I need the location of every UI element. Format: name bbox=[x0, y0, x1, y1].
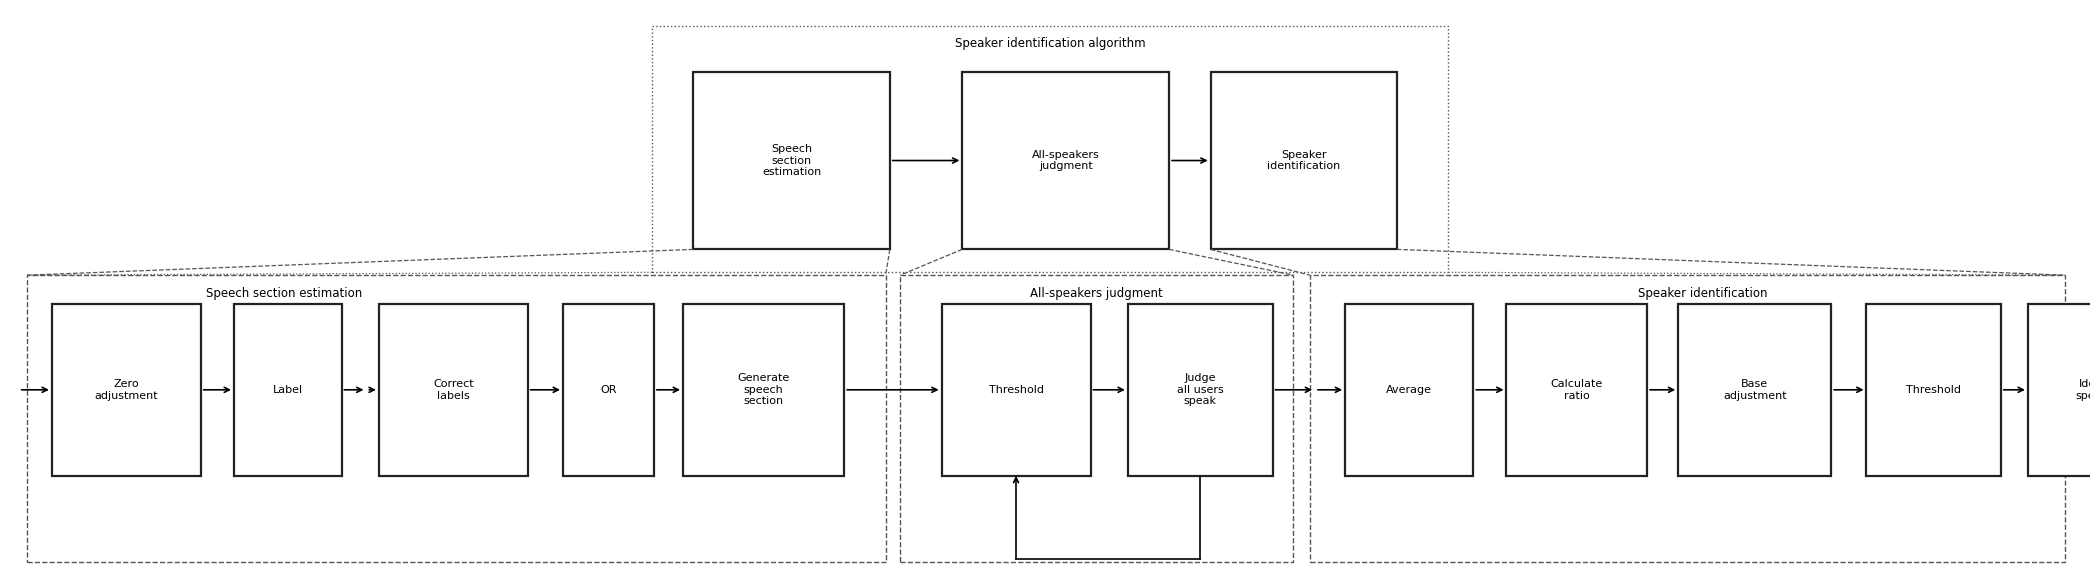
FancyBboxPatch shape bbox=[943, 304, 1091, 476]
Text: OR: OR bbox=[600, 385, 617, 395]
Text: All-speakers
judgment: All-speakers judgment bbox=[1032, 150, 1099, 171]
Text: Zero
adjustment: Zero adjustment bbox=[94, 379, 159, 401]
Text: Generate
speech
section: Generate speech section bbox=[738, 373, 790, 406]
Text: Calculate
ratio: Calculate ratio bbox=[1551, 379, 1603, 401]
FancyBboxPatch shape bbox=[1210, 72, 1396, 250]
FancyBboxPatch shape bbox=[1678, 304, 1831, 476]
Text: Base
adjustment: Base adjustment bbox=[1722, 379, 1787, 401]
FancyBboxPatch shape bbox=[562, 304, 654, 476]
Text: Speaker
identification: Speaker identification bbox=[1267, 150, 1340, 171]
Text: Threshold: Threshold bbox=[1906, 385, 1960, 395]
FancyBboxPatch shape bbox=[27, 275, 886, 562]
Text: Speaker identification algorithm: Speaker identification algorithm bbox=[955, 37, 1145, 50]
Text: Label: Label bbox=[272, 385, 303, 395]
FancyBboxPatch shape bbox=[1866, 304, 2000, 476]
FancyBboxPatch shape bbox=[683, 304, 844, 476]
Text: Speech section estimation: Speech section estimation bbox=[207, 287, 364, 300]
Text: Speech
section
estimation: Speech section estimation bbox=[763, 144, 821, 177]
FancyBboxPatch shape bbox=[652, 26, 1448, 272]
Text: Speaker identification: Speaker identification bbox=[1639, 287, 1768, 300]
Text: Average: Average bbox=[1386, 385, 1432, 395]
FancyBboxPatch shape bbox=[1346, 304, 1473, 476]
FancyBboxPatch shape bbox=[234, 304, 341, 476]
FancyBboxPatch shape bbox=[52, 304, 201, 476]
Text: All-speakers judgment: All-speakers judgment bbox=[1030, 287, 1164, 300]
FancyBboxPatch shape bbox=[961, 72, 1168, 250]
FancyBboxPatch shape bbox=[1129, 304, 1273, 476]
FancyBboxPatch shape bbox=[694, 72, 890, 250]
Text: Correct
labels: Correct labels bbox=[433, 379, 474, 401]
FancyBboxPatch shape bbox=[901, 275, 1294, 562]
Text: Identify
speakers: Identify speakers bbox=[2075, 379, 2090, 401]
FancyBboxPatch shape bbox=[1507, 304, 1647, 476]
Text: Threshold: Threshold bbox=[989, 385, 1043, 395]
FancyBboxPatch shape bbox=[1310, 275, 2065, 562]
FancyBboxPatch shape bbox=[378, 304, 529, 476]
Text: Judge
all users
speak: Judge all users speak bbox=[1177, 373, 1223, 406]
FancyBboxPatch shape bbox=[2027, 304, 2090, 476]
